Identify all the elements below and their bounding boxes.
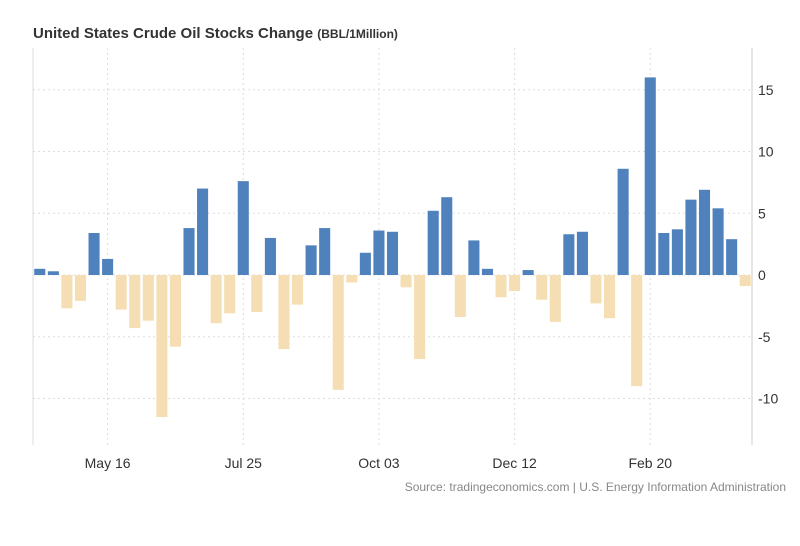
bar bbox=[685, 199, 697, 275]
bar bbox=[509, 275, 521, 292]
bar bbox=[319, 228, 331, 275]
bar bbox=[726, 239, 738, 275]
bar bbox=[142, 275, 154, 321]
bar bbox=[468, 240, 480, 275]
bar bbox=[169, 275, 181, 347]
bar bbox=[631, 275, 643, 387]
bar bbox=[414, 275, 426, 359]
bar bbox=[712, 208, 724, 275]
y-tick-label: 10 bbox=[758, 144, 774, 160]
bar bbox=[698, 189, 711, 275]
bar bbox=[210, 275, 222, 324]
bar bbox=[278, 275, 290, 350]
bar bbox=[671, 229, 683, 275]
x-tick-label: Oct 03 bbox=[358, 455, 399, 471]
bar bbox=[454, 275, 466, 317]
x-tick-label: Dec 12 bbox=[492, 455, 537, 471]
bar bbox=[264, 237, 276, 275]
bar bbox=[604, 275, 616, 319]
bar bbox=[237, 181, 249, 275]
bar bbox=[197, 188, 209, 275]
bar bbox=[427, 210, 439, 275]
y-tick-label: -5 bbox=[758, 329, 771, 345]
bar bbox=[346, 275, 358, 283]
bar bbox=[224, 275, 236, 314]
bar bbox=[332, 275, 344, 390]
bar bbox=[536, 275, 548, 300]
y-tick-label: -10 bbox=[758, 391, 778, 407]
bar bbox=[88, 233, 100, 275]
bar bbox=[481, 268, 493, 275]
bar bbox=[495, 275, 507, 298]
bar bbox=[386, 231, 399, 275]
y-tick-label: 15 bbox=[758, 82, 774, 98]
y-tick-label: 0 bbox=[758, 267, 766, 283]
x-tick-label: May 16 bbox=[85, 455, 131, 471]
bar bbox=[156, 275, 168, 418]
bar bbox=[251, 275, 263, 313]
bar bbox=[739, 275, 751, 287]
bar bbox=[183, 228, 195, 275]
bar bbox=[617, 168, 629, 275]
bar bbox=[658, 233, 670, 275]
chart-title: United States Crude Oil Stocks Change (B… bbox=[33, 25, 398, 42]
bar bbox=[400, 275, 412, 288]
bar bbox=[34, 268, 46, 275]
source-note: Source: tradingeconomics.com | U.S. Ener… bbox=[404, 480, 786, 494]
x-tick-label: Jul 25 bbox=[225, 455, 263, 471]
bar bbox=[359, 252, 371, 275]
y-tick-label: 5 bbox=[758, 205, 766, 221]
bar bbox=[590, 275, 602, 304]
bar bbox=[102, 258, 114, 275]
bar bbox=[549, 275, 561, 322]
bar bbox=[576, 231, 588, 275]
bar bbox=[441, 197, 453, 275]
bar bbox=[522, 270, 534, 275]
bar bbox=[129, 275, 141, 329]
bar bbox=[47, 271, 59, 275]
bar bbox=[115, 275, 127, 310]
bar bbox=[644, 77, 656, 276]
bar bbox=[74, 275, 87, 301]
bar bbox=[61, 275, 73, 309]
bar bbox=[305, 245, 317, 275]
bar bbox=[373, 230, 385, 275]
bar bbox=[563, 234, 575, 275]
bar bbox=[292, 275, 304, 305]
x-tick-label: Feb 20 bbox=[628, 455, 672, 471]
